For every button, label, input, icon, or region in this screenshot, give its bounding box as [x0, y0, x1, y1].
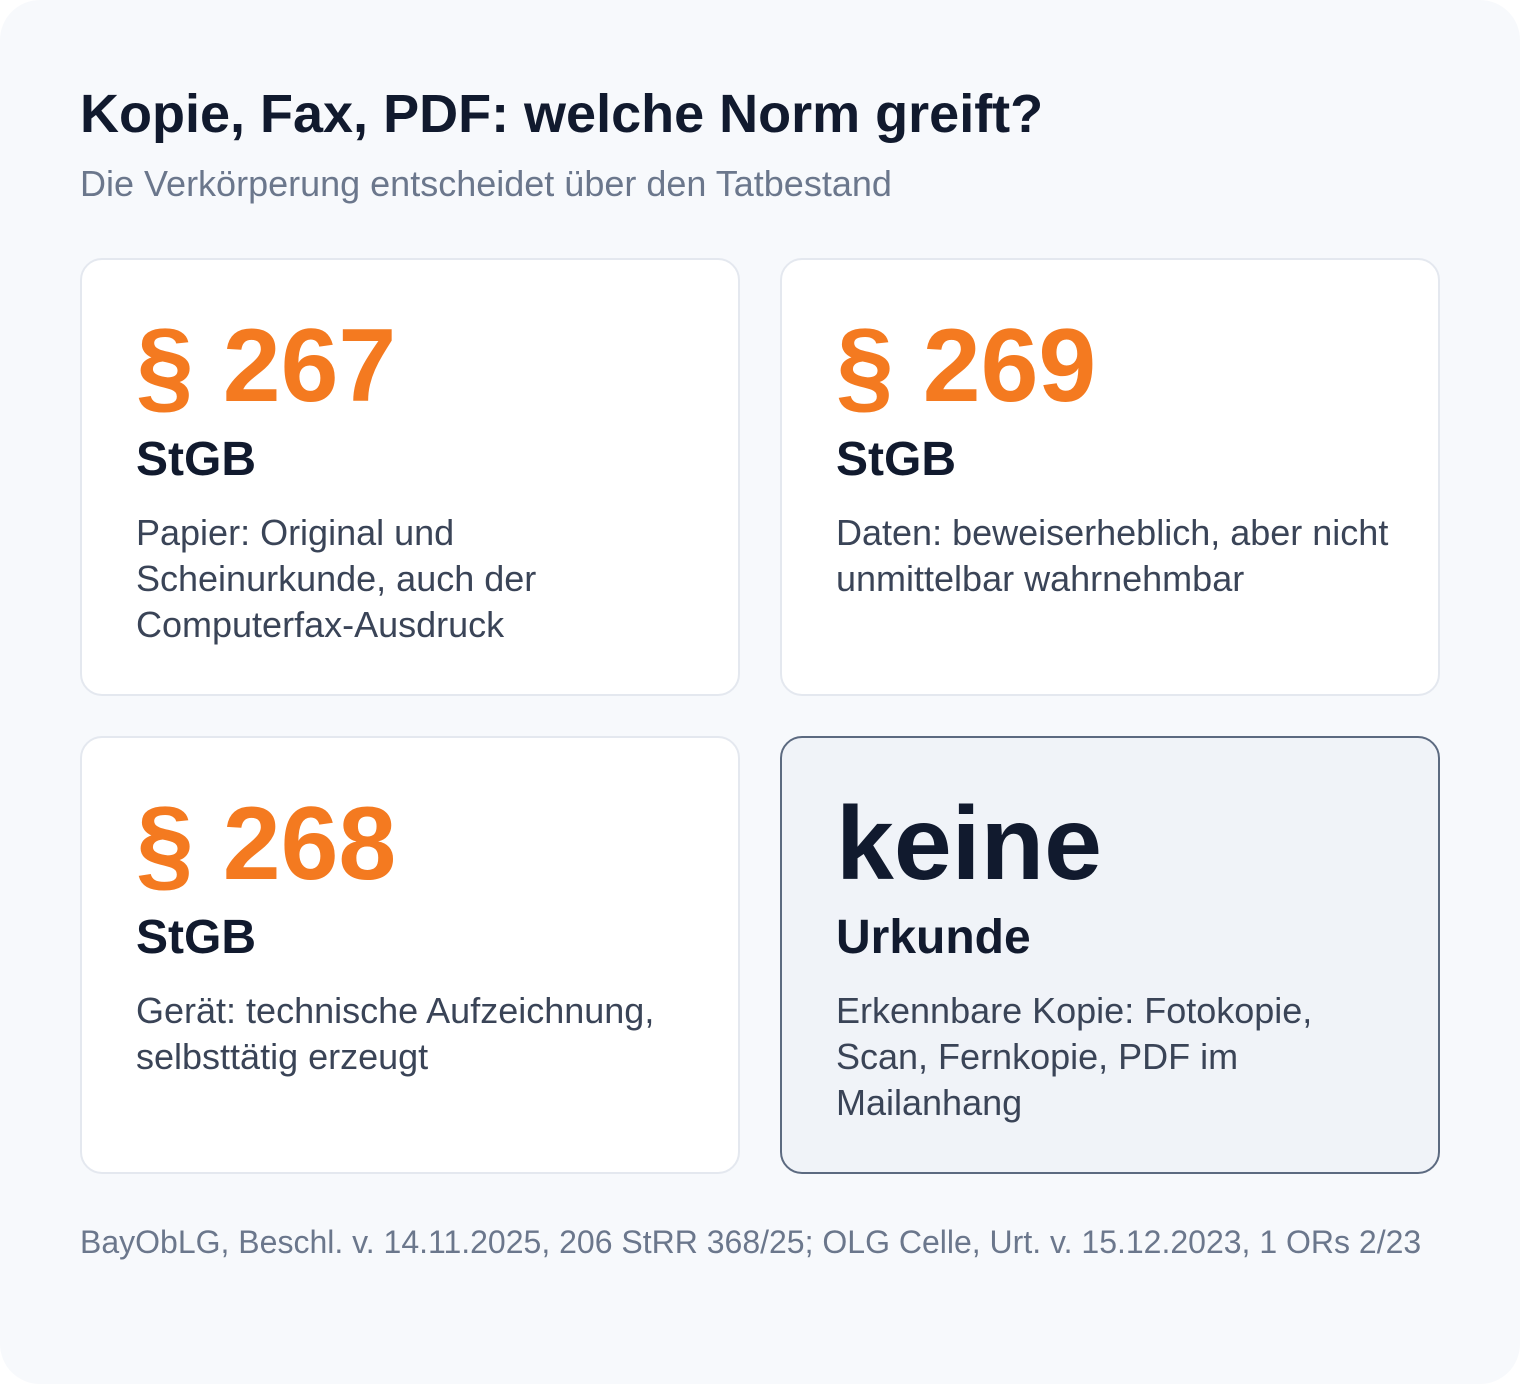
norm-card-268: § 268 StGB Gerät: technische Aufzeichnun…	[80, 736, 740, 1174]
norm-card-269: § 269 StGB Daten: beweiserheblich, aber …	[780, 258, 1440, 696]
card-description: Papier: Original und Scheinurkunde, auch…	[136, 512, 537, 645]
card-law: StGB	[136, 433, 256, 486]
card-number: § 267	[136, 308, 397, 424]
card-law: Urkunde	[836, 911, 1031, 964]
page-subtitle: Die Verkörperung entscheidet über den Ta…	[80, 163, 892, 204]
page-title: Kopie, Fax, PDF: welche Norm greift?	[80, 84, 1044, 144]
norm-card-267: § 267 StGB Papier: Original und Scheinur…	[80, 258, 740, 696]
card-description: Gerät: technische Aufzeichnung, selbsttä…	[136, 990, 655, 1077]
card-number: § 268	[136, 786, 397, 902]
card-description: Daten: beweiserheblich, aber nicht unmit…	[836, 512, 1389, 599]
card-number: keine	[836, 786, 1102, 902]
no-document-card: keine Urkunde Erkennbare Kopie: Fotokopi…	[780, 736, 1440, 1174]
card-number: § 269	[836, 308, 1097, 424]
card-law: StGB	[836, 433, 956, 486]
card-law: StGB	[136, 911, 256, 964]
card-description: Erkennbare Kopie: Fotokopie, Scan, Fernk…	[836, 990, 1313, 1123]
source-footnote: BayObLG, Beschl. v. 14.11.2025, 206 StRR…	[80, 1224, 1422, 1260]
norm-card-grid: § 267 StGB Papier: Original und Scheinur…	[80, 258, 1440, 1174]
